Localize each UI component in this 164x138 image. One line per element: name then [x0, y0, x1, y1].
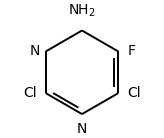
Text: N: N	[77, 122, 87, 136]
Text: Cl: Cl	[127, 86, 141, 100]
Text: N: N	[29, 44, 40, 58]
Text: Cl: Cl	[23, 86, 37, 100]
Text: NH$_2$: NH$_2$	[68, 2, 96, 19]
Text: F: F	[127, 44, 135, 58]
